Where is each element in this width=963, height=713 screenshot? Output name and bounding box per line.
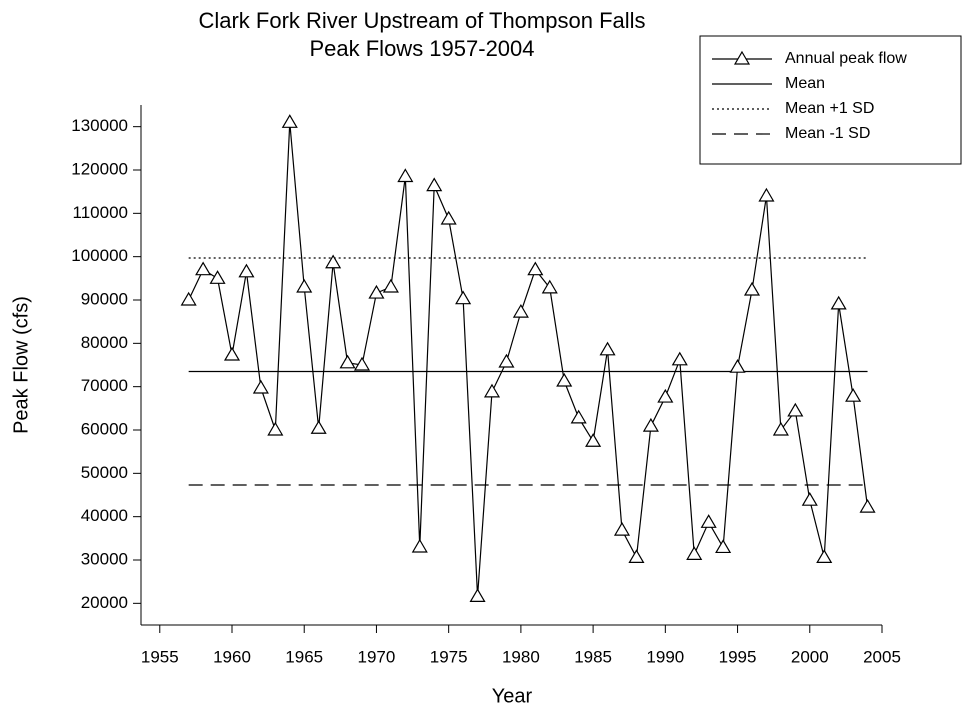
- data-point: [801, 492, 818, 506]
- data-point: [267, 421, 284, 436]
- legend-label: Mean +1 SD: [785, 100, 874, 117]
- data-point: [859, 498, 876, 513]
- data-point: [585, 433, 602, 447]
- data-point: [483, 383, 501, 398]
- data-point: [671, 351, 688, 366]
- x-tick-label: 1975: [430, 647, 468, 666]
- data-point: [657, 388, 674, 403]
- data-point: [686, 546, 703, 560]
- x-axis-label: Year: [492, 685, 533, 707]
- data-point: [541, 279, 558, 294]
- data-point: [527, 261, 544, 276]
- data-point: [613, 521, 631, 536]
- data-point: [411, 538, 428, 553]
- data-point: [238, 263, 255, 278]
- x-tick-label: 2005: [863, 647, 901, 666]
- y-tick-label: 110000: [73, 203, 128, 222]
- data-point: [368, 284, 385, 299]
- data-point: [628, 549, 645, 564]
- data-point: [281, 114, 298, 128]
- y-tick-label: 130000: [71, 116, 128, 135]
- data-point: [570, 409, 587, 424]
- data-point: [440, 210, 457, 225]
- y-tick-label: 60000: [81, 419, 128, 438]
- data-point: [498, 353, 515, 368]
- series-line: [188, 122, 869, 597]
- y-tick-label: 70000: [81, 376, 128, 395]
- data-point: [715, 539, 732, 554]
- x-tick-label: 2000: [791, 647, 829, 666]
- x-tick-label: 1965: [285, 647, 323, 666]
- x-tick-label: 1985: [574, 647, 612, 666]
- x-tick-label: 1990: [646, 647, 684, 666]
- x-tick-label: 1960: [213, 647, 251, 666]
- data-point: [758, 187, 775, 202]
- data-point: [252, 379, 269, 394]
- data-point: [556, 372, 573, 387]
- data-point: [772, 421, 789, 436]
- y-tick-label: 20000: [81, 593, 128, 612]
- y-tick-label: 40000: [81, 506, 128, 525]
- data-point: [397, 168, 414, 183]
- legend: Annual peak flow Mean Mean +1 SD Mean -1 SD: [699, 35, 962, 165]
- chart-title: Clark Fork River Upstream of Thompson Fa…: [198, 8, 645, 33]
- legend-label: Annual peak flow: [785, 50, 907, 67]
- chart-subtitle: Peak Flows 1957-2004: [309, 36, 534, 61]
- y-tick-label: 50000: [81, 463, 128, 482]
- data-point: [469, 588, 486, 603]
- data-point: [195, 261, 212, 276]
- data-point: [512, 303, 529, 318]
- x-tick-label: 1955: [141, 647, 179, 666]
- x-tick-label: 1970: [358, 647, 396, 666]
- legend-label: Mean: [785, 75, 825, 92]
- data-point: [845, 388, 862, 402]
- data-point: [455, 290, 472, 305]
- data-point: [816, 549, 833, 564]
- data-point: [180, 291, 197, 306]
- data-point: [353, 356, 371, 371]
- data-point: [599, 341, 616, 356]
- data-point: [339, 354, 356, 369]
- data-point: [382, 278, 399, 293]
- data-point: [325, 254, 342, 269]
- data-point: [223, 346, 241, 361]
- data-point: [787, 402, 804, 417]
- y-axis-label: Peak Flow (cfs): [10, 296, 32, 434]
- data-point: [729, 358, 746, 373]
- x-tick-label: 1980: [502, 647, 540, 666]
- y-tick-label: 90000: [81, 289, 128, 308]
- y-tick-label: 30000: [81, 549, 128, 568]
- y-tick-label: 80000: [81, 333, 128, 352]
- legend-label: Mean -1 SD: [785, 125, 870, 142]
- y-tick-label: 100000: [71, 246, 128, 265]
- data-point: [642, 417, 659, 432]
- legend-marker: [733, 50, 751, 65]
- x-tick-label: 1995: [719, 647, 757, 666]
- data-point: [296, 278, 313, 293]
- data-point: [743, 281, 761, 296]
- data-point: [310, 420, 327, 434]
- data-point: [426, 177, 443, 192]
- data-point: [209, 270, 226, 284]
- data-point: [700, 514, 717, 528]
- y-tick-label: 120000: [71, 159, 128, 178]
- data-point: [830, 295, 847, 310]
